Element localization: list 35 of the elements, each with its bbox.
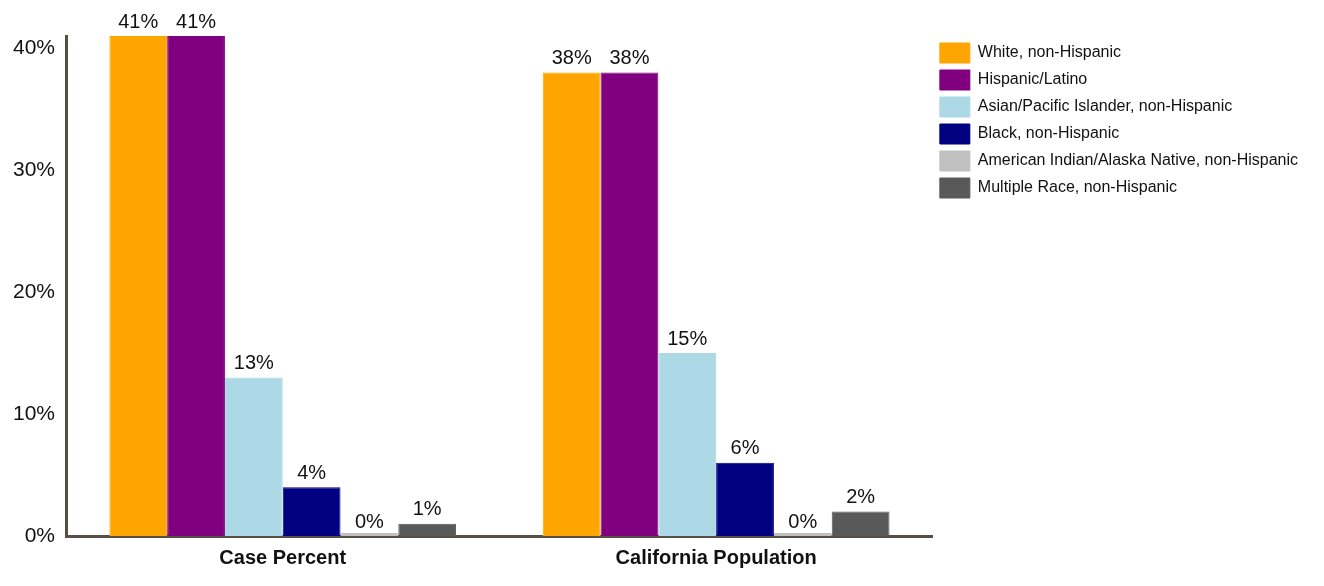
y-tick-label: 0%: [24, 522, 56, 546]
legend-label: White, non-Hispanic: [977, 43, 1122, 61]
bar: [542, 72, 601, 536]
bar: [658, 353, 717, 536]
y-tick-label: 40%: [13, 34, 56, 58]
legend-label: Multiple Race, non-Hispanic: [977, 178, 1178, 196]
data-label: 1%: [412, 497, 442, 520]
y-tick-label: 10%: [13, 400, 56, 424]
data-label: 41%: [176, 9, 217, 32]
data-label: 41%: [118, 9, 159, 32]
data-label: 0%: [354, 509, 385, 532]
bar: [831, 511, 890, 536]
data-label: 2%: [846, 485, 876, 508]
bar: [282, 487, 341, 536]
bar: [398, 523, 457, 536]
data-label: 38%: [551, 46, 592, 69]
legend-label: American Indian/Alaska Native, non-Hispanic: [977, 151, 1298, 169]
bar: [600, 72, 659, 536]
x-tick-label: Case Percent: [219, 545, 347, 568]
bar: [109, 36, 168, 536]
y-tick-label: 30%: [13, 156, 56, 180]
data-label: 4%: [297, 460, 327, 483]
data-label: 0%: [788, 509, 818, 532]
bar: [716, 462, 774, 536]
data-label: 13%: [233, 350, 275, 373]
x-tick-label: California Population: [615, 545, 817, 568]
legend-label: Black, non-Hispanic: [977, 124, 1120, 142]
data-label: 6%: [730, 436, 760, 459]
legend-label: Asian/Pacific Islander, non-Hispanic: [977, 97, 1233, 115]
y-tick-label: 20%: [13, 278, 56, 302]
legend-label: Hispanic/Latino: [977, 70, 1088, 88]
bar: [224, 377, 283, 536]
bar: [167, 36, 225, 536]
data-label: 38%: [609, 46, 650, 69]
data-label: 15%: [667, 326, 708, 349]
